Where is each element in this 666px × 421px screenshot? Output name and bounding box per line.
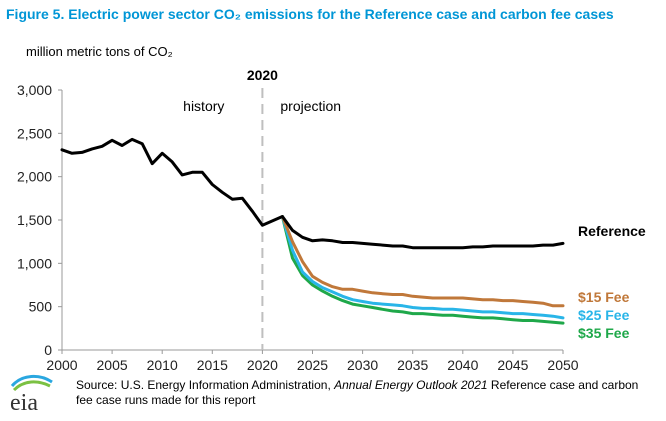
source-note: Source: U.S. Energy Information Administ… xyxy=(76,378,656,408)
logo-arc-blue xyxy=(10,375,53,388)
series-label-fee35: $35 Fee xyxy=(578,325,630,341)
chart-title: Figure 5. Electric power sector CO₂ emis… xyxy=(6,6,614,22)
x-tick-label: 2000 xyxy=(46,357,77,373)
source-suffix: Reference case and carbon fee case runs … xyxy=(76,378,639,407)
divider-year-label: 2020 xyxy=(247,67,278,83)
series-label-fee25: $25 Fee xyxy=(578,307,630,323)
projection-label: projection xyxy=(280,98,341,114)
series-line-fee25 xyxy=(280,215,565,320)
y-tick-label: 1,500 xyxy=(17,212,52,228)
x-tick-label: 2040 xyxy=(447,357,478,373)
x-tick-label: 2050 xyxy=(547,357,578,373)
y-tick-label: 1,000 xyxy=(17,255,52,271)
logo-arc-green xyxy=(12,380,51,392)
y-tick-label: 0 xyxy=(44,342,52,358)
x-tick-label: 2010 xyxy=(147,357,178,373)
eia-logo: eia xyxy=(6,372,66,416)
axes-layer: 0 500 1,000 1,500 2,000 2,500 3,000 2000 2005 201… xyxy=(17,82,579,373)
x-tick-label: 2015 xyxy=(197,357,228,373)
x-tick-label: 2020 xyxy=(247,357,278,373)
logo-text: eia xyxy=(10,390,38,414)
series-line-fee15 xyxy=(280,215,565,308)
y-tick-label: 3,000 xyxy=(17,82,52,98)
x-tick-label: 2035 xyxy=(397,357,428,373)
eia-logo-mark: eia xyxy=(10,375,53,416)
y-tick-label: 2,500 xyxy=(17,125,52,141)
x-tick-label: 2030 xyxy=(347,357,378,373)
source-prefix: Source: U.S. Energy Information Administ… xyxy=(76,378,335,392)
x-tick-label: 2045 xyxy=(497,357,528,373)
series-label-reference: Reference xyxy=(578,223,646,239)
source-italic: Annual Energy Outlook 2021 xyxy=(334,378,488,392)
series-layer xyxy=(60,137,565,325)
y-axis-label: million metric tons of CO₂ xyxy=(26,44,173,59)
series-line-reference xyxy=(60,137,565,250)
history-label: history xyxy=(183,98,224,114)
labels-layer: 2020 history projection Reference $15 Fee $25… xyxy=(183,67,646,341)
series-label-fee15: $15 Fee xyxy=(578,289,630,305)
x-tick-label: 2025 xyxy=(297,357,328,373)
y-tick-label: 500 xyxy=(29,299,53,315)
series-line-fee35 xyxy=(280,215,565,325)
y-tick-label: 2,000 xyxy=(17,169,52,185)
x-tick-label: 2005 xyxy=(97,357,128,373)
